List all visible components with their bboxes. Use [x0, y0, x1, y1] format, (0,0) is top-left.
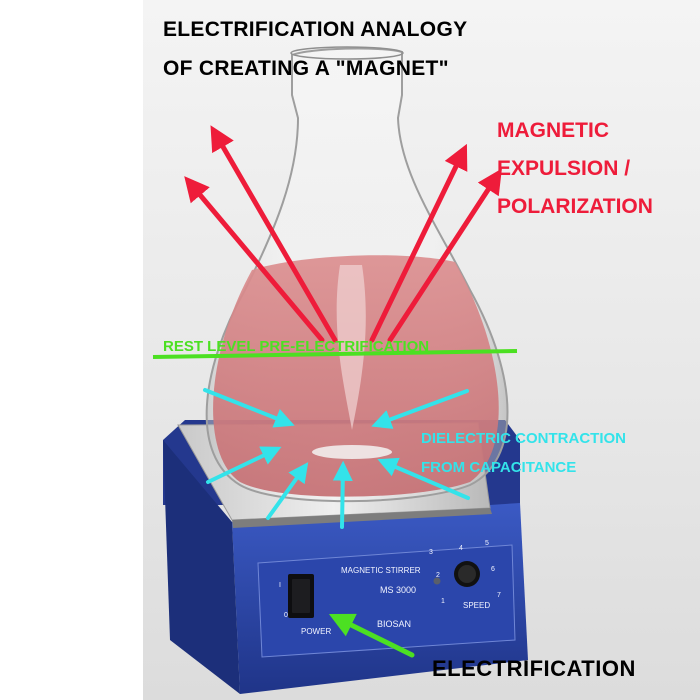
cyan-arrow-4 [332, 460, 353, 529]
dielectric-contraction-label: DIELECTRIC CONTRACTION FROM CAPACITANCE [421, 424, 626, 482]
dial-number: 1 [441, 598, 445, 605]
red-arrow-1 [184, 176, 325, 343]
dial-number: 2 [436, 572, 440, 579]
device-name: MAGNETIC STIRRER [341, 566, 421, 575]
rest-level-line [152, 349, 518, 359]
dial-number: 6 [491, 566, 495, 573]
magnetic-expulsion-arrows [184, 125, 502, 343]
cyan-arrow-1 [203, 388, 295, 428]
device-brand: BIOSAN [377, 619, 412, 629]
dial-number: 5 [485, 540, 489, 547]
electrification-arrow [328, 613, 415, 658]
label-line: POLARIZATION [497, 195, 653, 218]
label-line: EXPULSION / [497, 157, 631, 180]
label-line: DIELECTRIC CONTRACTION [421, 430, 626, 447]
title-line: ELECTRIFICATION ANALOGY [163, 18, 468, 41]
switch-mark-off: 0 [284, 612, 288, 619]
electrification-label: ELECTRIFICATION [432, 656, 636, 681]
rest-level-marker [152, 349, 518, 359]
magnetic-expulsion-label: MAGNETIC EXPULSION / POLARIZATION [497, 112, 653, 226]
device-model: MS 3000 [380, 585, 417, 595]
cyan-arrow-6 [371, 389, 469, 429]
dial-number: 7 [497, 592, 501, 599]
speed-label: SPEED [463, 601, 491, 610]
red-arrow-3 [369, 143, 468, 343]
label-line: MAGNETIC [497, 119, 609, 142]
switch-mark-on: I [279, 582, 281, 589]
diagram-title: ELECTRIFICATION ANALOGY OF CREATING A "M… [163, 10, 467, 88]
dielectric-contraction-arrows [203, 388, 470, 529]
title-line: OF CREATING A "MAGNET" [163, 57, 449, 80]
cyan-arrow-3 [266, 462, 309, 520]
power-label: POWER [301, 627, 332, 636]
red-arrow-4 [387, 168, 502, 343]
rest-level-label: REST LEVEL PRE-ELECTRIFICATION [163, 338, 430, 355]
red-arrow-2 [210, 125, 338, 343]
erlenmeyer-flask [205, 46, 509, 503]
label-line: FROM CAPACITANCE [421, 459, 577, 476]
cyan-arrow-2 [206, 446, 282, 484]
dial-number: 4 [459, 545, 463, 552]
cyan-arrow-5 [377, 457, 470, 500]
dial-number: 3 [429, 549, 433, 556]
